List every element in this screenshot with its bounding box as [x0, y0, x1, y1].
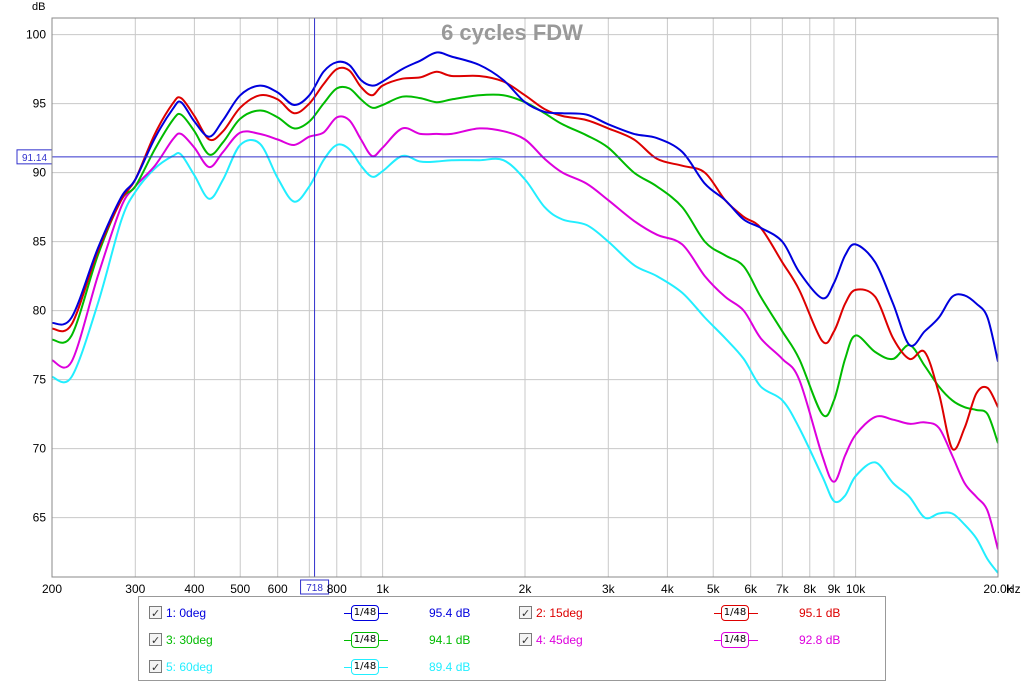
frequency-response-chart: 91.14 718 65 70 75 80 85 90 95 100 200 300 400 500 60… — [16, 1, 1021, 596]
series-line-1-0deg — [52, 51, 998, 362]
legend-smoothing-indicator[interactable]: 1/48 — [714, 603, 758, 623]
legend-value: 94.1 dB — [429, 633, 471, 647]
x-tick-label: 300 — [125, 582, 145, 596]
chart-title: 6 cycles FDW — [441, 20, 583, 45]
legend-item-label[interactable]: 1: 0deg — [149, 603, 207, 624]
series-line-2-15deg — [52, 66, 998, 451]
x-tick-label: 8k — [803, 582, 817, 596]
legend-item-label[interactable]: 4: 45deg — [519, 630, 583, 651]
series-line-4-45deg — [52, 115, 998, 550]
x-tick-label: 6k — [744, 582, 758, 596]
legend-checkbox[interactable] — [149, 658, 162, 678]
legend-smoothing-label: 1/48 — [721, 605, 749, 621]
legend-checkbox[interactable] — [519, 604, 532, 624]
series-layer — [52, 51, 998, 574]
legend-series-name: 2: 15deg — [536, 606, 583, 620]
x-tick-label: 2k — [519, 582, 533, 596]
x-tick-label: 7k — [776, 582, 790, 596]
legend-checkbox[interactable] — [149, 631, 162, 651]
cursor-x-readout-box — [300, 579, 330, 595]
legend-series-name: 4: 45deg — [536, 633, 583, 647]
y-tick-label: 95 — [33, 97, 47, 111]
legend-value: 95.1 dB — [799, 606, 841, 620]
x-tick-label: 3k — [602, 582, 616, 596]
x-tick-label: 5k — [707, 582, 721, 596]
x-tick-label: 200 — [42, 582, 62, 596]
x-tick-label: 10k — [846, 582, 866, 596]
y-tick-label: 85 — [33, 235, 47, 249]
legend-series-name: 5: 60deg — [166, 660, 213, 674]
plot-frame — [51, 17, 999, 578]
series-line-3-30deg — [52, 85, 998, 444]
x-tick-label: 800 — [327, 582, 347, 596]
legend-smoothing-label: 1/48 — [351, 659, 379, 675]
cursor-layer[interactable]: 91.14 718 — [16, 18, 998, 595]
y-tick-label: 100 — [26, 28, 46, 42]
legend-checkbox[interactable] — [149, 604, 162, 624]
chart-grid — [51, 18, 999, 577]
legend-item-label[interactable]: 5: 60deg — [149, 657, 213, 678]
legend-smoothing-label: 1/48 — [721, 632, 749, 648]
cursor-y-readout: 91.14 — [22, 153, 47, 164]
legend-value: 89.4 dB — [429, 660, 471, 674]
legend-checkbox[interactable] — [519, 631, 532, 651]
x-tick-label: 600 — [268, 582, 288, 596]
legend-value: 92.8 dB — [799, 633, 841, 647]
legend-series-name: 3: 30deg — [166, 633, 213, 647]
y-tick-label: 80 — [33, 304, 47, 318]
legend: 1: 0deg 1/48 95.4 dB 2: 15deg 1/48 95.1 dB 3: … — [138, 596, 886, 681]
x-axis-unit-label: Hz — [1006, 582, 1021, 596]
x-tick-label: 20.0k — [983, 582, 1013, 596]
legend-value: 95.4 dB — [429, 606, 471, 620]
legend-series-name: 1: 0deg — [166, 606, 207, 620]
legend-smoothing-indicator[interactable]: 1/48 — [344, 630, 388, 650]
legend-smoothing-indicator[interactable]: 1/48 — [344, 603, 388, 623]
cursor-x-readout: 718 — [306, 583, 323, 594]
y-tick-label: 75 — [33, 373, 47, 387]
series-line-5-60deg — [52, 138, 998, 574]
x-tick-label: 4k — [661, 582, 675, 596]
y-axis-unit-label: dB — [32, 1, 45, 13]
chart-axes: 65 70 75 80 85 90 95 100 200 300 400 500 600 800 1k 2k 3… — [26, 17, 1021, 596]
legend-smoothing-label: 1/48 — [351, 632, 379, 648]
legend-smoothing-indicator[interactable]: 1/48 — [344, 657, 388, 677]
legend-smoothing-label: 1/48 — [351, 605, 379, 621]
y-tick-label: 70 — [33, 442, 47, 456]
legend-item-label[interactable]: 3: 30deg — [149, 630, 213, 651]
legend-smoothing-indicator[interactable]: 1/48 — [714, 630, 758, 650]
x-tick-label: 1k — [376, 582, 390, 596]
y-tick-label: 90 — [33, 166, 47, 180]
x-tick-label: 400 — [184, 582, 204, 596]
x-tick-label: 9k — [828, 582, 842, 596]
legend-item-label[interactable]: 2: 15deg — [519, 603, 583, 624]
x-tick-label: 500 — [230, 582, 250, 596]
y-tick-label: 65 — [33, 511, 47, 525]
